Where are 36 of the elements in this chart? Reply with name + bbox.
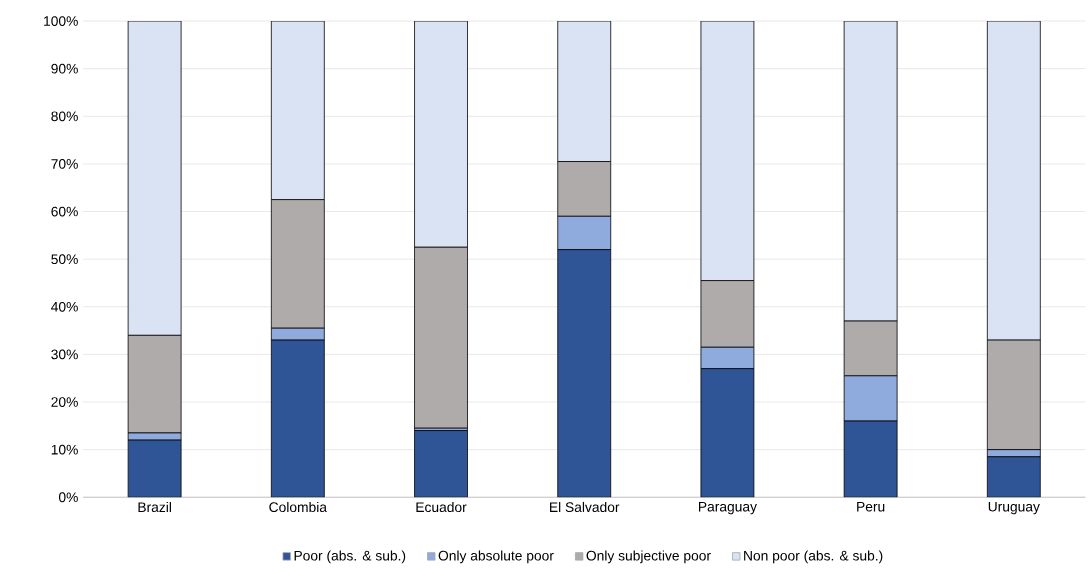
y-tick-label: 20% <box>51 397 78 408</box>
bar <box>414 21 468 248</box>
y-tick-label: 0% <box>58 492 78 503</box>
x-tick-label: Paraguay <box>699 502 757 515</box>
legend-label: Poor (abs. & sub.) <box>294 550 406 564</box>
bar <box>414 430 468 498</box>
bar <box>270 339 325 498</box>
bar <box>843 21 898 322</box>
legend-label: Only absolute poor <box>438 550 554 564</box>
y-tick-label: 40% <box>51 301 78 312</box>
y-tick-label: 30% <box>51 349 78 360</box>
bar <box>843 420 898 498</box>
legend-label: Non poor (abs. & sub.) <box>744 550 883 564</box>
x-tick-label: Colombia <box>269 502 327 513</box>
bar <box>557 21 612 163</box>
y-tick-label: 10% <box>51 444 78 455</box>
y-tick-label: 60% <box>51 206 78 217</box>
y-tick-label: 80% <box>51 111 78 122</box>
bar <box>270 21 325 201</box>
y-tick-label: 100% <box>44 16 78 27</box>
x-tick-label: Uruguay <box>988 502 1040 515</box>
bar <box>127 439 182 498</box>
bar <box>700 368 755 498</box>
x-tick-label: El Salvador <box>550 502 620 513</box>
legend-label: Only subjective poor <box>586 550 711 564</box>
bar <box>986 456 1041 498</box>
bar <box>557 249 612 498</box>
bar <box>986 21 1041 341</box>
x-tick-label: Peru <box>857 502 885 512</box>
y-tick-label: 70% <box>51 159 78 169</box>
bar <box>127 21 182 336</box>
y-tick-label: 50% <box>51 254 78 265</box>
x-tick-label: Ecuador <box>416 502 467 513</box>
y-tick-label: 90% <box>51 63 78 74</box>
bar <box>700 21 755 282</box>
x-tick-label: Brazil <box>138 502 171 513</box>
